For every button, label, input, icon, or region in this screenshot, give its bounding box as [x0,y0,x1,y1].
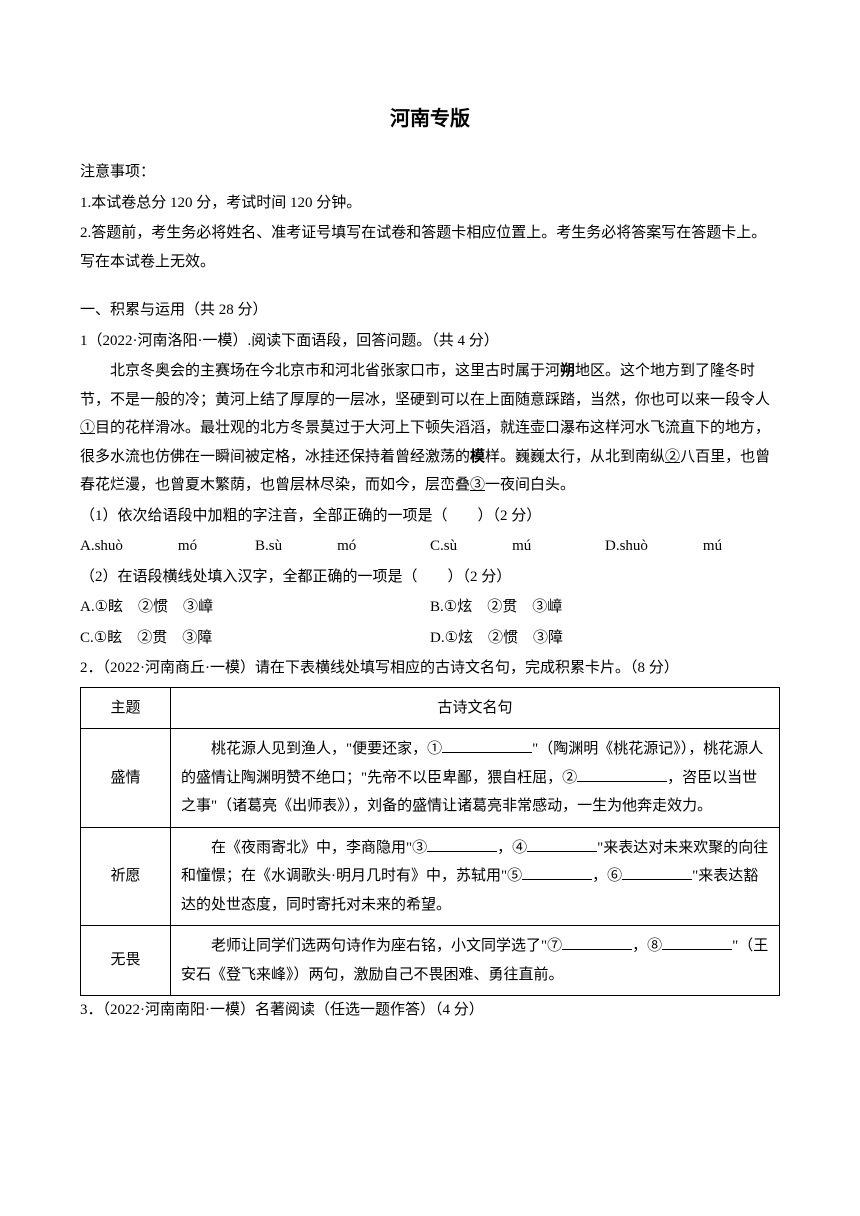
table-header-row: 主题 古诗文名句 [81,687,780,729]
theme-wuwei: 无畏 [81,926,171,996]
table-row: 盛情 桃花源人见到渔人，"便要还家，①"（陶渊明《桃花源记》），桃花源人的盛情让… [81,729,780,828]
blank-circle-3: ③ [470,477,485,493]
option-2d: D.①炫 ②惯 ③障 [430,624,780,653]
header-theme: 主题 [81,687,171,729]
blank-3 [427,837,497,852]
row2-seg2: ，④ [497,840,527,856]
table-row: 祈愿 在《夜雨寄北》中，李商隐用"③，④"来表达对未来欢聚的向往和憧憬；在《水调… [81,827,780,926]
poetry-table: 主题 古诗文名句 盛情 桃花源人见到渔人，"便要还家，①"（陶渊明《桃花源记》）… [80,687,780,997]
theme-qiyuan: 祈愿 [81,827,171,926]
blank-8 [662,935,732,950]
row1-seg1: 桃花源人见到渔人，"便要还家，① [211,741,442,757]
opt-c-1: C.sù [430,538,457,554]
question-1-2: （2）在语段横线处填入汉字，全都正确的一项是（ ）（2 分） [80,563,780,592]
passage-seg-1: 北京冬奥会的主赛场在今北京市和河北省张家口市，这里古时属于河 [110,363,560,379]
option-2c: C.①眩 ②贯 ③障 [80,624,430,653]
section-1-header: 一、积累与运用（共 28 分） [80,296,780,325]
blank-4 [527,837,597,852]
option-b: B.sù mó [255,532,430,561]
option-d: D.shuò mú [605,532,780,561]
row3-seg2: ，⑧ [632,938,662,954]
question-1-intro: 1（2022·河南洛阳·一模）.阅读下面语段，回答问题。（共 4 分） [80,327,780,356]
passage-text: 北京冬奥会的主赛场在今北京市和河北省张家口市，这里古时属于河朔地区。这个地方到了… [80,357,780,500]
blank-circle-1: ① [80,420,95,436]
content-wuwei: 老师让同学们选两句诗作为座右铭，小文同学选了"⑦，⑧"（王安石《登飞来峰》）两句… [171,926,780,996]
notice-item-2: 2.答题前，考生务必将姓名、准考证号填写在试卷和答题卡相应位置上。考生务必将答案… [80,219,780,276]
option-row-hanzi-1: A.①眩 ②惯 ③嶂 B.①炫 ②贯 ③嶂 [80,593,780,622]
row3-seg1: 老师让同学们选两句诗作为座右铭，小文同学选了"⑦ [211,938,562,954]
opt-d-2: mú [703,538,722,554]
row2-seg4: ，⑥ [592,868,622,884]
opt-a-1: A.shuò [80,538,123,554]
row2-seg1: 在《夜雨寄北》中，李商隐用"③ [211,840,427,856]
passage-seg-4: 样。巍巍太行，从北到南纵 [485,449,665,465]
notice-item-1: 1.本试卷总分 120 分，考试时间 120 分钟。 [80,189,780,218]
option-2b: B.①炫 ②贯 ③嶂 [430,593,780,622]
opt-c-2: mú [512,538,531,554]
bold-shuo: 朔 [560,363,575,379]
opt-d-1: D.shuò [605,538,648,554]
opt-b-2: mó [337,538,356,554]
blank-1 [442,738,532,753]
option-2a: A.①眩 ②惯 ③嶂 [80,593,430,622]
theme-shengqing: 盛情 [81,729,171,828]
question-1-1: （1）依次给语段中加粗的字注音，全部正确的一项是（ ）（2 分） [80,502,780,531]
blank-7 [562,935,632,950]
passage-seg-6: 一夜间白头。 [485,477,575,493]
option-row-hanzi-2: C.①眩 ②贯 ③障 D.①炫 ②惯 ③障 [80,624,780,653]
table-row: 无畏 老师让同学们选两句诗作为座右铭，小文同学选了"⑦，⑧"（王安石《登飞来峰》… [81,926,780,996]
option-row-pinyin: A.shuò mó B.sù mó C.sù mú D.shuò mú [80,532,780,561]
document-title: 河南专版 [80,100,780,138]
option-a: A.shuò mó [80,532,255,561]
question-3-intro: 3．（2022·河南南阳·一模）名著阅读（任选一题作答）（4 分） [80,996,780,1025]
blank-circle-2: ② [665,449,680,465]
question-2-intro: 2．（2022·河南商丘·一模）请在下表横线处填写相应的古诗文名句，完成积累卡片… [80,654,780,683]
blank-6 [622,865,692,880]
option-c: C.sù mú [430,532,605,561]
opt-b-1: B.sù [255,538,282,554]
bold-mo: 模 [470,449,485,465]
blank-2 [577,767,667,782]
blank-5 [522,865,592,880]
opt-a-2: mó [178,538,197,554]
notice-header: 注意事项： [80,158,780,187]
content-shengqing: 桃花源人见到渔人，"便要还家，①"（陶渊明《桃花源记》），桃花源人的盛情让陶渊明… [171,729,780,828]
header-content: 古诗文名句 [171,687,780,729]
content-qiyuan: 在《夜雨寄北》中，李商隐用"③，④"来表达对未来欢聚的向往和憧憬；在《水调歌头·… [171,827,780,926]
